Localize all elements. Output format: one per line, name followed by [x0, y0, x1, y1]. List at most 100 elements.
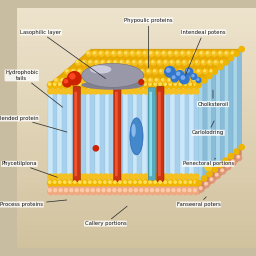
- Bar: [147, 85, 152, 183]
- Bar: [17, 208, 256, 210]
- Circle shape: [91, 70, 92, 72]
- Circle shape: [177, 72, 180, 75]
- Bar: [17, 108, 256, 110]
- Circle shape: [114, 181, 116, 183]
- Ellipse shape: [90, 65, 111, 74]
- Circle shape: [178, 180, 184, 186]
- Bar: [17, 130, 256, 132]
- Bar: [17, 78, 256, 80]
- Circle shape: [105, 51, 110, 56]
- Polygon shape: [233, 53, 237, 154]
- Circle shape: [192, 78, 197, 83]
- Circle shape: [115, 69, 120, 74]
- Circle shape: [53, 88, 58, 94]
- Circle shape: [201, 78, 207, 83]
- Bar: [114, 85, 119, 183]
- Circle shape: [68, 79, 69, 81]
- Bar: [17, 172, 256, 174]
- Circle shape: [194, 189, 196, 191]
- Bar: [53, 85, 57, 183]
- Bar: [86, 85, 90, 183]
- Circle shape: [199, 78, 203, 83]
- Circle shape: [118, 88, 124, 94]
- Circle shape: [167, 189, 169, 191]
- Bar: [17, 110, 256, 112]
- Circle shape: [207, 60, 212, 65]
- Circle shape: [191, 74, 197, 79]
- Circle shape: [78, 69, 82, 74]
- Bar: [17, 116, 256, 118]
- Circle shape: [143, 174, 149, 179]
- Circle shape: [189, 181, 191, 183]
- Circle shape: [93, 146, 99, 151]
- Circle shape: [183, 88, 189, 94]
- Circle shape: [189, 60, 194, 65]
- Bar: [17, 16, 256, 18]
- Circle shape: [105, 79, 107, 81]
- Circle shape: [208, 61, 210, 63]
- Bar: [17, 132, 256, 134]
- Circle shape: [164, 181, 166, 183]
- Bar: [17, 166, 256, 168]
- Circle shape: [142, 78, 147, 83]
- Circle shape: [104, 78, 109, 83]
- Circle shape: [138, 82, 144, 88]
- Circle shape: [123, 174, 129, 179]
- Bar: [17, 82, 256, 84]
- Circle shape: [145, 61, 147, 63]
- Circle shape: [118, 180, 124, 186]
- Bar: [17, 150, 256, 152]
- Circle shape: [172, 69, 176, 74]
- Circle shape: [187, 51, 192, 56]
- Circle shape: [122, 70, 124, 72]
- Bar: [133, 85, 137, 183]
- Circle shape: [84, 69, 89, 74]
- Circle shape: [58, 180, 64, 186]
- Circle shape: [144, 188, 151, 195]
- Circle shape: [156, 52, 158, 54]
- Circle shape: [98, 88, 104, 94]
- Circle shape: [204, 70, 206, 72]
- Circle shape: [101, 60, 106, 65]
- Bar: [17, 88, 256, 90]
- Circle shape: [83, 61, 84, 63]
- Circle shape: [74, 79, 76, 81]
- Circle shape: [168, 79, 170, 81]
- Text: Carlolodring: Carlolodring: [192, 121, 224, 135]
- Circle shape: [181, 52, 183, 54]
- Circle shape: [196, 61, 197, 63]
- Circle shape: [170, 61, 172, 63]
- Circle shape: [137, 52, 139, 54]
- Circle shape: [206, 52, 208, 54]
- Circle shape: [128, 174, 134, 179]
- Circle shape: [86, 78, 90, 83]
- Circle shape: [168, 180, 174, 186]
- Circle shape: [131, 52, 133, 54]
- Circle shape: [68, 174, 73, 179]
- Bar: [170, 85, 175, 183]
- Circle shape: [179, 74, 189, 84]
- Circle shape: [163, 82, 169, 88]
- Circle shape: [139, 80, 144, 84]
- Circle shape: [87, 52, 89, 54]
- Circle shape: [231, 51, 236, 56]
- Bar: [128, 85, 133, 183]
- Bar: [17, 216, 256, 218]
- Circle shape: [196, 82, 201, 88]
- Circle shape: [205, 164, 211, 170]
- Circle shape: [193, 51, 198, 56]
- Bar: [17, 136, 256, 138]
- Circle shape: [223, 60, 228, 65]
- Circle shape: [92, 51, 98, 56]
- Circle shape: [112, 52, 114, 54]
- Circle shape: [81, 189, 83, 191]
- Circle shape: [74, 181, 76, 183]
- Circle shape: [218, 51, 223, 56]
- Circle shape: [110, 70, 111, 72]
- Bar: [17, 28, 256, 30]
- Bar: [17, 134, 256, 136]
- Bar: [95, 85, 100, 183]
- Circle shape: [72, 82, 79, 88]
- Bar: [17, 120, 256, 122]
- Circle shape: [118, 51, 123, 56]
